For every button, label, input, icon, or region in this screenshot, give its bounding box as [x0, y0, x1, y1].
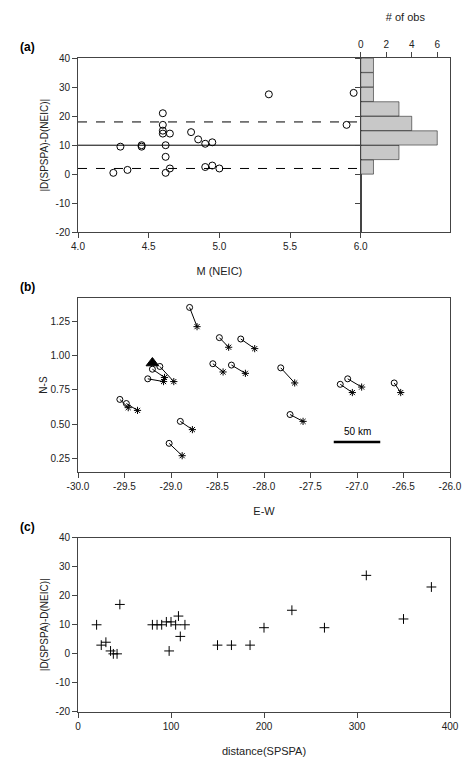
svg-text:-10: -10: [56, 677, 71, 688]
svg-text:20: 20: [59, 111, 71, 122]
svg-text:4: 4: [409, 39, 415, 50]
svg-text:0: 0: [64, 648, 70, 659]
svg-text:6: 6: [434, 39, 440, 50]
svg-text:-20: -20: [56, 706, 71, 717]
svg-text:(b): (b): [20, 280, 35, 294]
svg-text:M (NEIC): M (NEIC): [196, 265, 242, 277]
svg-text:0: 0: [64, 169, 70, 180]
svg-text:(c): (c): [20, 520, 35, 534]
svg-text:0.75: 0.75: [51, 384, 71, 395]
svg-text:-26.0: -26.0: [439, 481, 462, 492]
svg-text:6.0: 6.0: [354, 241, 368, 252]
svg-text:-10: -10: [56, 198, 71, 209]
svg-text:0: 0: [358, 39, 364, 50]
svg-text:40: 40: [59, 53, 71, 64]
svg-text:5.0: 5.0: [212, 241, 226, 252]
svg-text:-27.5: -27.5: [299, 481, 322, 492]
svg-text:# of obs: # of obs: [386, 11, 426, 23]
svg-text:1.00: 1.00: [51, 350, 71, 361]
svg-text:-29.0: -29.0: [160, 481, 183, 492]
svg-text:300: 300: [349, 721, 366, 732]
svg-text:-28.5: -28.5: [206, 481, 229, 492]
svg-text:E-W: E-W: [253, 505, 275, 517]
svg-text:1.25: 1.25: [51, 316, 71, 327]
svg-text:0.25: 0.25: [51, 453, 71, 464]
svg-text:30: 30: [59, 561, 71, 572]
svg-text:200: 200: [256, 721, 273, 732]
svg-text:-28.0: -28.0: [253, 481, 276, 492]
svg-text:-29.5: -29.5: [113, 481, 136, 492]
svg-text:2: 2: [383, 39, 389, 50]
svg-text:40: 40: [59, 532, 71, 543]
svg-text:400: 400: [442, 721, 459, 732]
svg-text:distance(SPSPA): distance(SPSPA): [222, 745, 306, 757]
svg-text:-26.5: -26.5: [392, 481, 415, 492]
svg-text:4.0: 4.0: [71, 241, 85, 252]
svg-text:(a): (a): [20, 40, 35, 54]
svg-text:4.5: 4.5: [142, 241, 156, 252]
svg-text:5.5: 5.5: [283, 241, 297, 252]
svg-text:10: 10: [59, 140, 71, 151]
svg-text:100: 100: [163, 721, 180, 732]
svg-text:30: 30: [59, 82, 71, 93]
svg-text:0: 0: [75, 721, 81, 732]
svg-text:-20: -20: [56, 227, 71, 238]
svg-text:-30.0: -30.0: [67, 481, 90, 492]
svg-text:50 km: 50 km: [344, 426, 371, 437]
svg-text:|D(SPSPA)-D(NEIC)|: |D(SPSPA)-D(NEIC)|: [39, 578, 50, 671]
svg-text:N-S: N-S: [38, 376, 49, 394]
svg-text:|D(SPSPA)-D(NEIC)|: |D(SPSPA)-D(NEIC)|: [39, 99, 50, 192]
svg-text:20: 20: [59, 590, 71, 601]
svg-text:-27.0: -27.0: [346, 481, 369, 492]
svg-text:0.50: 0.50: [51, 419, 71, 430]
svg-text:10: 10: [59, 619, 71, 630]
